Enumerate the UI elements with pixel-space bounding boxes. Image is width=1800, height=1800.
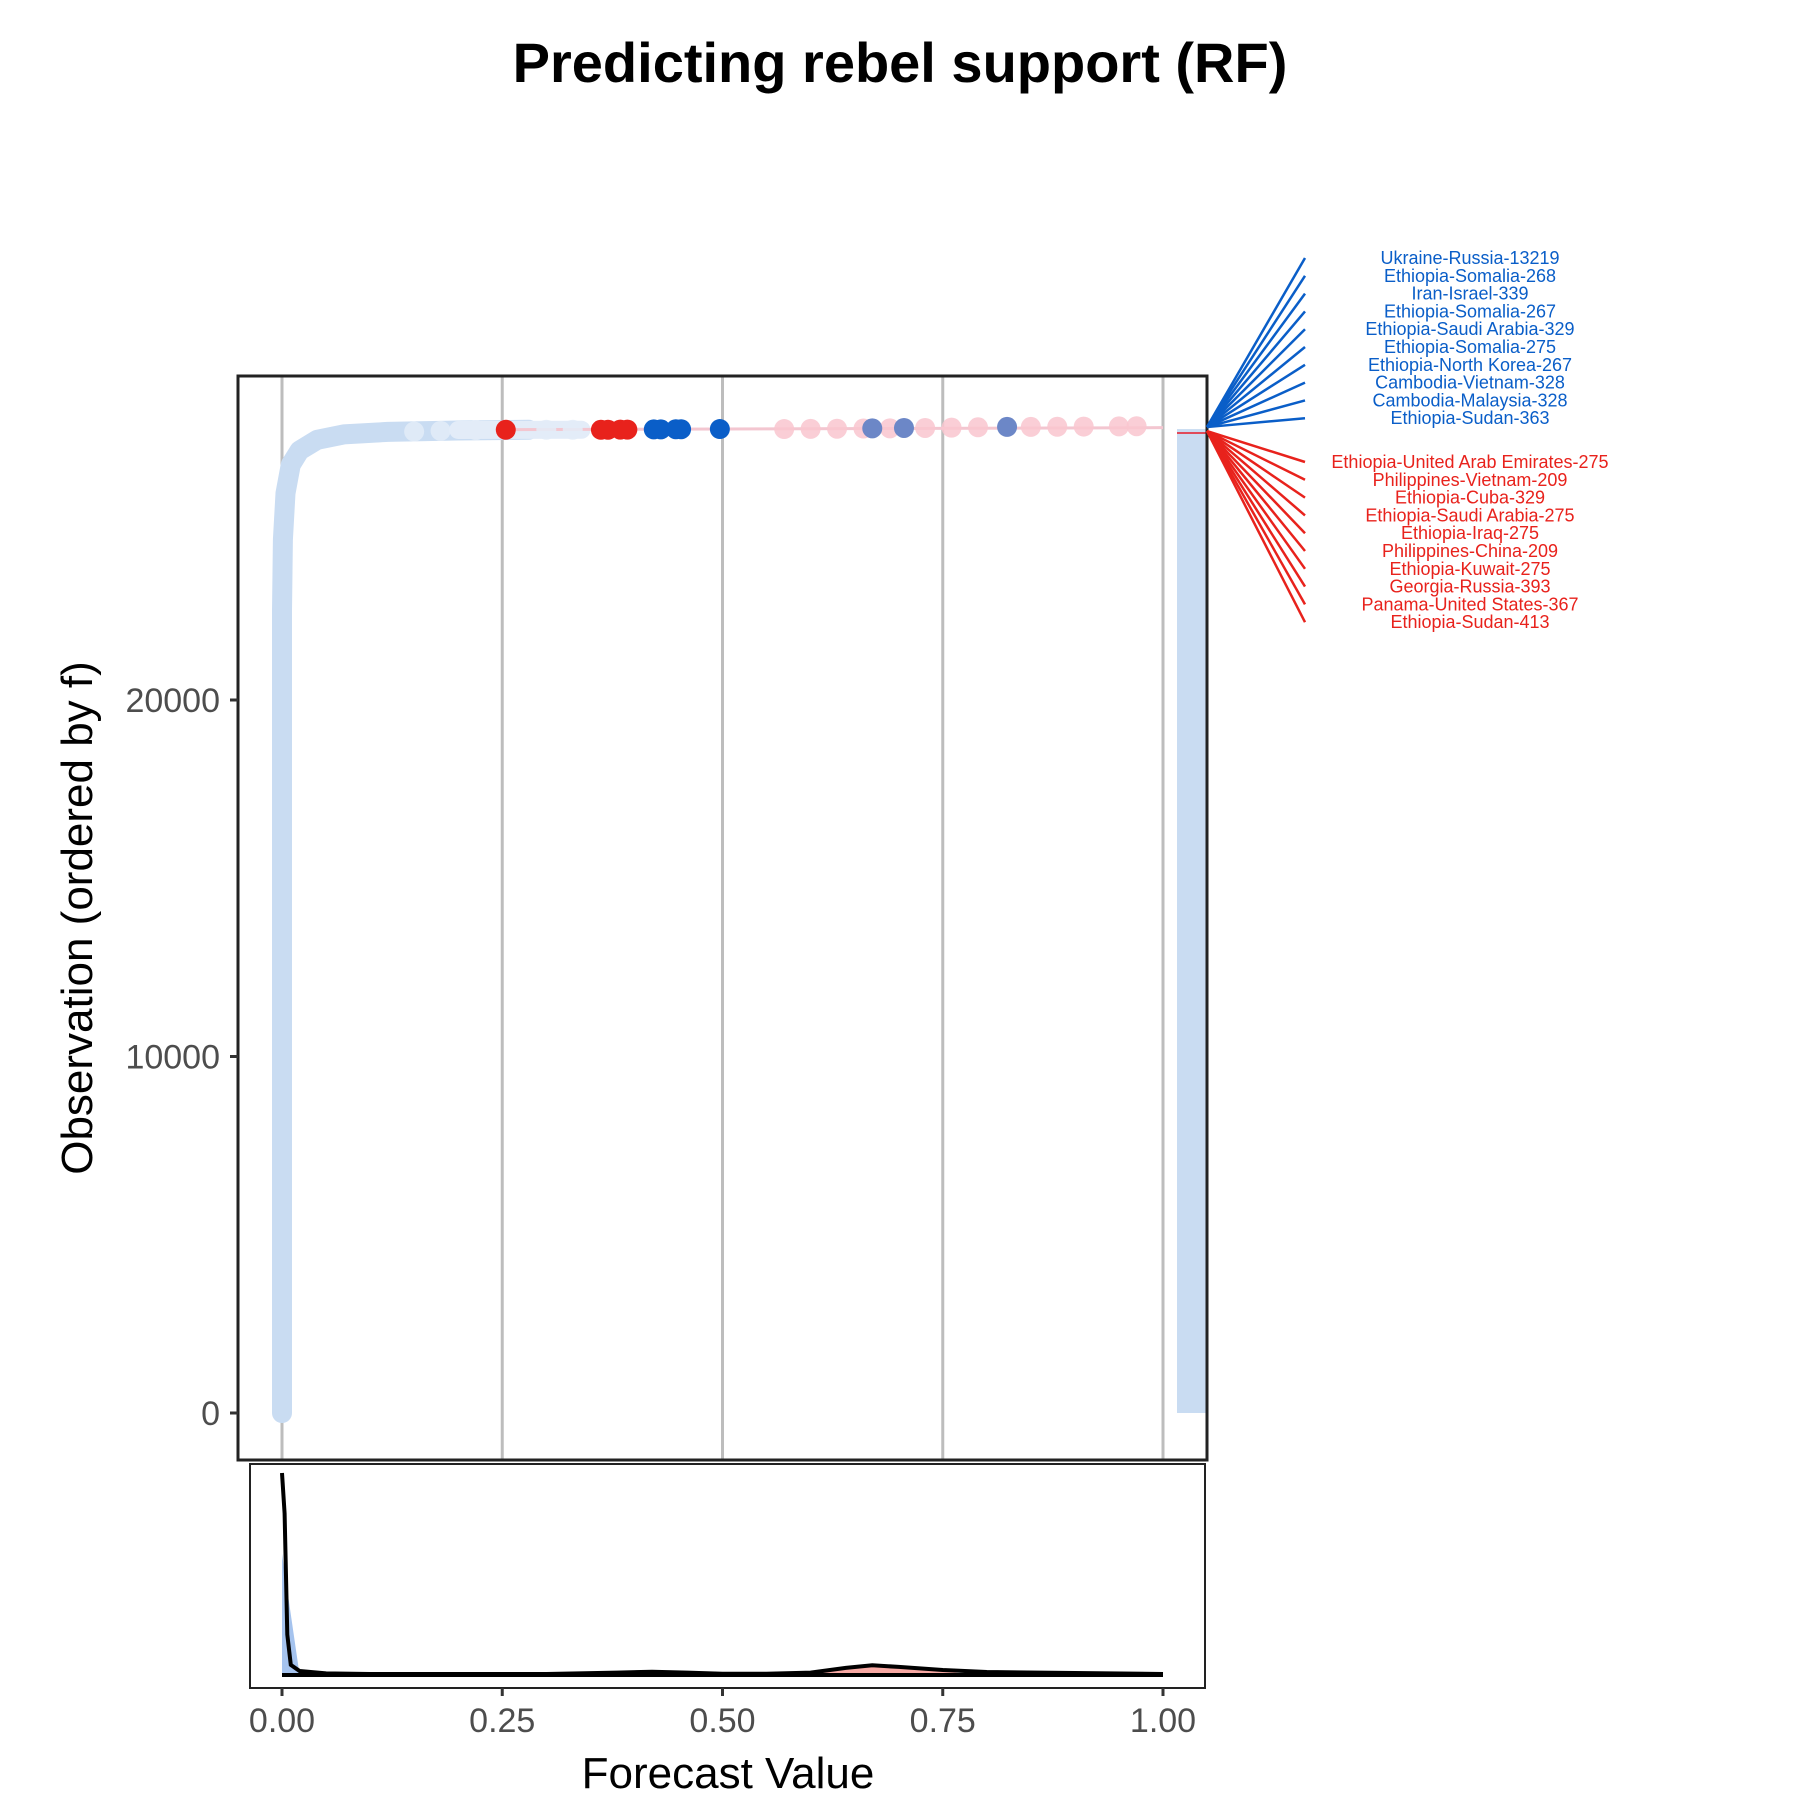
- faint-point: [1047, 416, 1068, 437]
- highlighted-point: [893, 417, 914, 438]
- faint-point: [774, 419, 795, 440]
- x-tick-label: 1.00: [1130, 1702, 1196, 1740]
- faint-point: [915, 417, 936, 438]
- label-leader-line: [1206, 429, 1306, 481]
- faint-point: [827, 418, 848, 439]
- y-axis-label: Observation (ordered by f): [53, 661, 102, 1175]
- label-leader-line: [1206, 430, 1306, 499]
- faint-point: [941, 417, 962, 438]
- faint-point: [562, 419, 583, 440]
- faint-point: [1108, 416, 1129, 437]
- chart-title: Predicting rebel support (RF): [513, 31, 1288, 94]
- observation-label: Philippines-Vietnam-209: [1373, 470, 1568, 490]
- observation-label: Cambodia-Vietnam-328: [1375, 373, 1565, 393]
- density-line: [280, 1472, 1164, 1676]
- observation-label: Ethiopia-Iraq-275: [1401, 523, 1539, 543]
- highlighted-point: [709, 419, 730, 440]
- highlighted-points: [495, 416, 1018, 440]
- observation-label: Ethiopia-Cuba-329: [1395, 488, 1545, 508]
- highlighted-point: [862, 418, 883, 439]
- label-leader-line: [1206, 346, 1306, 429]
- faint-point: [404, 421, 425, 442]
- y-tick-label: 20000: [125, 682, 220, 720]
- x-tick-label: 0.00: [249, 1702, 315, 1740]
- observation-label: Ethiopia-Somalia-275: [1384, 337, 1556, 357]
- faint-point: [967, 417, 988, 438]
- highlighted-point: [617, 419, 638, 440]
- label-leader-line: [1205, 430, 1307, 606]
- faint-point: [800, 418, 821, 439]
- x-axis-label: Forecast Value: [582, 1749, 875, 1798]
- label-leader-line: [1206, 328, 1306, 428]
- faint-point: [879, 418, 900, 439]
- highlighted-point: [495, 419, 516, 440]
- faint-point: [430, 420, 451, 441]
- observation-label: Ethiopia-Kuwait-275: [1389, 559, 1550, 579]
- label-leader-line: [1206, 416, 1306, 429]
- main-panel-frame: [236, 374, 1209, 1462]
- label-leader-line: [1206, 310, 1306, 428]
- faint-point: [465, 420, 486, 441]
- label-leader-line: [1205, 257, 1307, 428]
- x-tick-label: 0.25: [469, 1702, 535, 1740]
- label-leader-line: [1205, 275, 1307, 428]
- observation-label: Cambodia-Malaysia-328: [1372, 390, 1567, 410]
- label-leader-line: [1206, 430, 1306, 552]
- density-panel-frame: [249, 1463, 1206, 1689]
- label-leader-lines: [1205, 257, 1307, 623]
- y-tick-label: 10000: [125, 1039, 220, 1077]
- observation-label: Ethiopia-Saudi Arabia-329: [1365, 319, 1574, 339]
- observation-label: Philippines-China-209: [1382, 541, 1558, 561]
- faint-point: [1126, 416, 1147, 437]
- label-leader-line: [1206, 381, 1306, 429]
- label-leader-line: [1205, 292, 1307, 428]
- label-leader-line: [1206, 363, 1306, 429]
- highlighted-point: [671, 419, 692, 440]
- x-axis: 0.00 0.25 0.50 0.75 1.00: [249, 1688, 1196, 1740]
- label-leader-line: [1206, 430, 1306, 535]
- main-plot-panel: 0 10000 20000: [125, 374, 1209, 1462]
- observation-label: Panama-United States-367: [1361, 594, 1578, 614]
- outcome-bar: [1177, 429, 1207, 1413]
- observation-label: Ethiopia-Sudan-363: [1390, 408, 1549, 428]
- observation-labels: Ukraine-Russia-13219Ethiopia-Somalia-268…: [1331, 248, 1608, 632]
- label-leader-line: [1205, 430, 1307, 570]
- highlighted-point: [997, 416, 1018, 437]
- label-leader-line: [1206, 429, 1306, 464]
- x-tick-label: 0.75: [910, 1702, 976, 1740]
- observation-label: Ethiopia-Somalia-267: [1384, 301, 1556, 321]
- faint-point: [536, 419, 557, 440]
- observation-label: Ethiopia-Sudan-413: [1390, 612, 1549, 632]
- y-axis: 0 10000 20000: [125, 682, 238, 1433]
- y-tick-label: 0: [201, 1395, 220, 1433]
- label-leader-line: [1206, 399, 1306, 429]
- label-leader-line: [1205, 430, 1307, 588]
- observation-label: Ethiopia-Somalia-268: [1384, 266, 1556, 286]
- observation-label: Ukraine-Russia-13219: [1380, 248, 1559, 268]
- observation-label: Iran-Israel-339: [1411, 284, 1528, 304]
- label-leader-line: [1206, 430, 1306, 517]
- observation-label: Ethiopia-North Korea-267: [1368, 355, 1572, 375]
- observation-label: Georgia-Russia-393: [1389, 577, 1550, 597]
- observation-label: Ethiopia-Saudi Arabia-275: [1365, 505, 1574, 525]
- label-leader-line: [1205, 430, 1307, 623]
- x-tick-label: 0.50: [689, 1702, 755, 1740]
- observation-label: Ethiopia-United Arab Emirates-275: [1331, 452, 1608, 472]
- highlighted-point: [650, 419, 671, 440]
- density-panel: 0.00 0.25 0.50 0.75 1.00: [249, 1463, 1206, 1740]
- faint-point: [1073, 416, 1094, 437]
- faint-point: [1020, 416, 1041, 437]
